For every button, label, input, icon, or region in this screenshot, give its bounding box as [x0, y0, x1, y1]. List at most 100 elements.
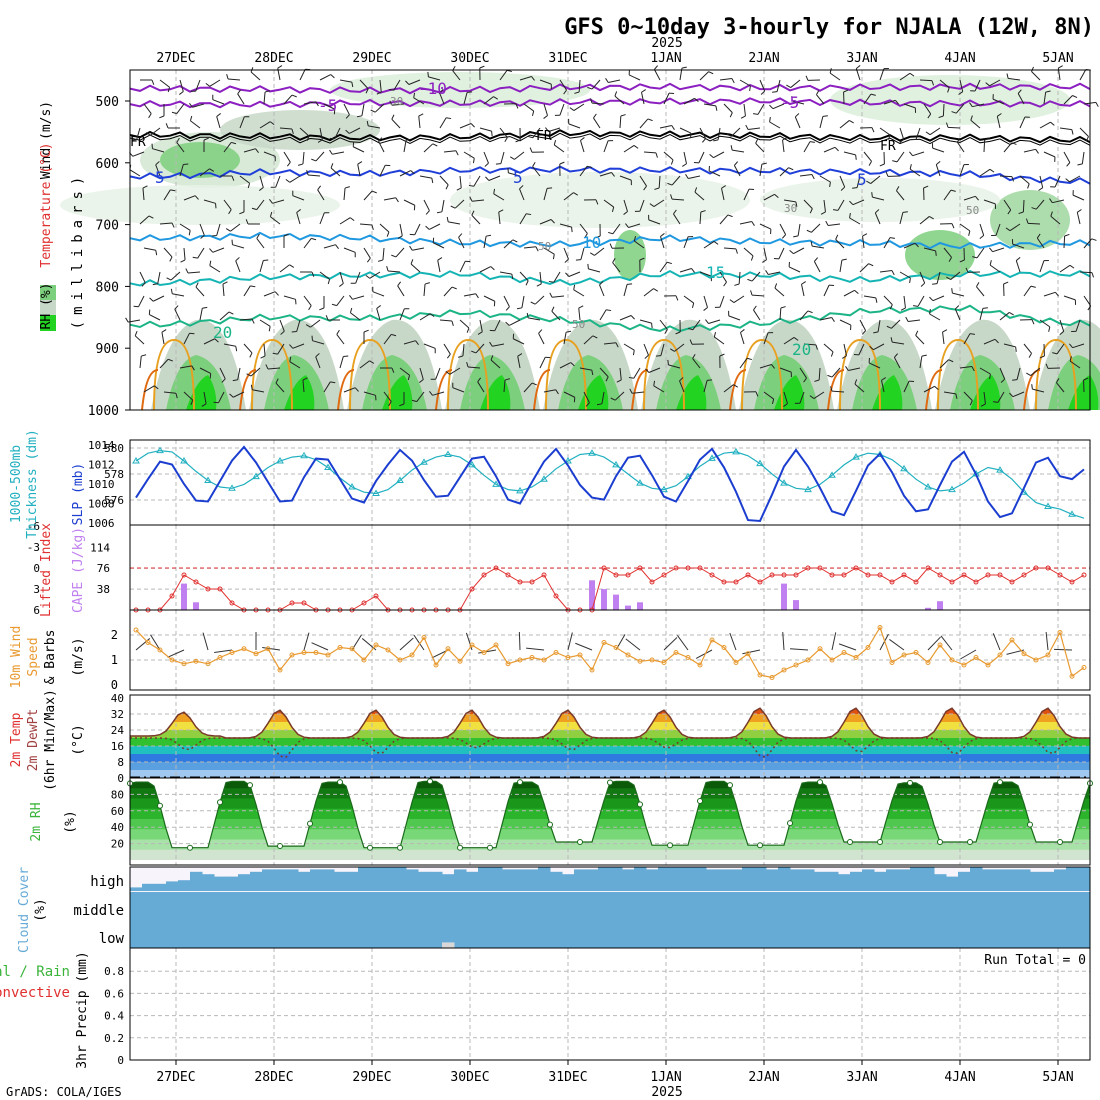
upper-wind-barb [463, 92, 468, 105]
upper-wind-barb-flag [425, 210, 430, 215]
upper-wind-barb-flag [694, 97, 699, 103]
upper-wind-barb [743, 103, 746, 116]
cloud-low-base [526, 920, 539, 948]
upper-wind-barb [223, 199, 232, 210]
upper-wind-barb-flag [235, 257, 240, 262]
upper-wind-barb-flag [466, 327, 470, 333]
upper-wind-barb-flag [228, 209, 232, 215]
wind10-marker [733, 660, 739, 665]
upper-wind-barb-flag [595, 199, 599, 205]
upper-ylabel-units: (millibars) [70, 171, 86, 330]
upper-wind-barb-flag [345, 129, 350, 134]
upper-wind-barb-flag [954, 305, 960, 310]
upper-wind-barb [499, 69, 508, 81]
upper-wind-barb-flag [505, 306, 510, 311]
upper-wind-barb [688, 175, 701, 179]
wind10-barb [214, 649, 233, 654]
thickness-marker [300, 451, 308, 459]
upper-wind-barb-flag [909, 151, 913, 157]
upper-wind-barb-flag [645, 368, 650, 373]
cloud-low-base [202, 920, 215, 948]
upper-wind-barb [915, 335, 925, 345]
upper-wind-barb-flag [190, 399, 194, 406]
upper-wind-barb-flag [931, 80, 935, 86]
cloud-high-bar [394, 867, 407, 891]
rh2m-marker [337, 779, 343, 786]
upper-wind-barb-flag [729, 299, 735, 303]
upper-wind-barb [543, 103, 548, 116]
upper-wind-barb [250, 71, 261, 81]
upper-wind-barb-flag [378, 137, 383, 142]
upper-wind-barb-flag [948, 257, 952, 262]
upper-wind-barb-flag [330, 74, 335, 79]
cloud-low-base [682, 920, 695, 948]
li-marker [853, 565, 859, 571]
li-marker [553, 593, 559, 599]
wind10-marker [1069, 673, 1075, 679]
wind10-marker [565, 655, 571, 660]
wind10-marker [901, 652, 907, 658]
cloud-low-bar [442, 942, 455, 948]
upper-wind-barb [548, 127, 561, 132]
upper-wind-barb [996, 116, 1001, 129]
upper-wind-barb-flag [610, 397, 616, 401]
upper-wind-barb [503, 239, 514, 249]
upper-wind-barb [757, 103, 765, 115]
upper-wind-barb [279, 319, 285, 332]
upper-wind-barb [488, 175, 501, 181]
upper-wind-barb-flag [1045, 363, 1049, 369]
wind10-marker [769, 675, 775, 680]
upper-wind-barb [738, 271, 741, 285]
rh-band [130, 849, 1090, 860]
temp-tick: 24 [111, 724, 125, 737]
upper-wind-barb [139, 271, 146, 284]
upper-ylabel-rh: RH (%) [39, 283, 54, 330]
upper-wind-barb-flag [831, 317, 835, 322]
upper-wind-barb-flag [605, 78, 609, 83]
upper-wind-barb-flag [469, 196, 473, 202]
temp-tick: 16 [111, 740, 124, 753]
cloud-low-base [238, 920, 251, 948]
label-20-a: 20 [213, 323, 232, 342]
li-marker [517, 579, 523, 585]
upper-wind-barb [408, 79, 421, 85]
cloud-high-bar [514, 869, 527, 891]
upper-wind-barb [343, 103, 350, 115]
upper-wind-barb [223, 142, 232, 153]
label-rh30-b: 30 [784, 202, 797, 215]
upper-wind-barb [216, 223, 221, 236]
li-marker [1021, 572, 1027, 578]
cloud-middle-bar [466, 892, 479, 920]
upper-wind-barb [232, 244, 245, 249]
upper-wind-barb-flag [574, 91, 580, 94]
upper-wind-barb [499, 127, 508, 138]
upper-wind-barb-flag [391, 333, 397, 337]
upper-wind-barb-flag [189, 332, 195, 335]
li-marker [661, 572, 667, 578]
cloud-middle-bar [910, 892, 923, 920]
cloud-high-bar [1042, 871, 1055, 891]
cloud-low-base [850, 920, 863, 948]
upper-wind-barb [952, 292, 965, 297]
upper-wind-barb [943, 391, 956, 395]
upper-wind-barb [813, 391, 825, 399]
upper-wind-barb-flag [781, 234, 787, 239]
upper-wind-barb [989, 264, 1001, 273]
upper-wind-barb-flag [531, 76, 535, 81]
upper-wind-barb-flag [921, 354, 927, 357]
thickness-marker [900, 464, 908, 472]
upper-wind-barb-flag [565, 272, 570, 277]
upper-wind-barb [818, 367, 821, 381]
date-axes: 27DEC27DEC28DEC28DEC29DEC29DEC30DEC30DEC… [156, 51, 1073, 1085]
upper-wind-barb [779, 367, 792, 373]
upper-wind-barb [243, 285, 251, 297]
wind10-marker [673, 650, 679, 655]
upper-wind-barb-flag [389, 100, 393, 106]
upper-wind-barb-flag [1039, 355, 1045, 359]
li-marker [469, 586, 475, 592]
upper-wind-barb [521, 295, 525, 308]
upper-wind-barb [1030, 367, 1041, 376]
upper-wind-barb-flag [286, 161, 291, 167]
li-marker [1045, 565, 1051, 571]
